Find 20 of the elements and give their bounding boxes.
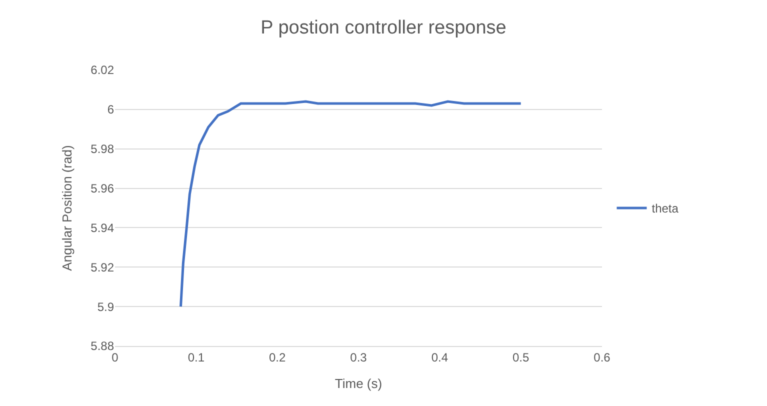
x-tick-label: 0.6 [594, 350, 611, 364]
y-tick-label: 6 [107, 102, 114, 117]
chart-title: P postion controller response [260, 18, 506, 39]
x-tick-label: 0.1 [188, 350, 205, 364]
y-tick-label: 5.98 [90, 142, 114, 156]
y-tick-label: 5.9 [97, 300, 114, 314]
x-tick-label: 0.4 [431, 350, 448, 364]
x-axis-title: Time (s) [334, 376, 382, 391]
y-axis-title: Angular Position (rad) [60, 145, 75, 271]
y-tick-label: 5.92 [90, 260, 114, 274]
x-tick-label: 0.2 [268, 350, 286, 364]
x-tick-label: 0 [112, 350, 119, 364]
legend-label: theta [652, 202, 679, 216]
x-tick-label: 0.3 [350, 350, 368, 364]
line-series [180, 100, 522, 308]
y-tick-label: 5.96 [90, 181, 114, 196]
y-tick-label: 6.02 [90, 63, 114, 78]
y-tick-label: 5.94 [90, 220, 114, 235]
x-tick-label: 0.5 [512, 350, 530, 364]
y-tick-label: 5.88 [90, 339, 114, 354]
